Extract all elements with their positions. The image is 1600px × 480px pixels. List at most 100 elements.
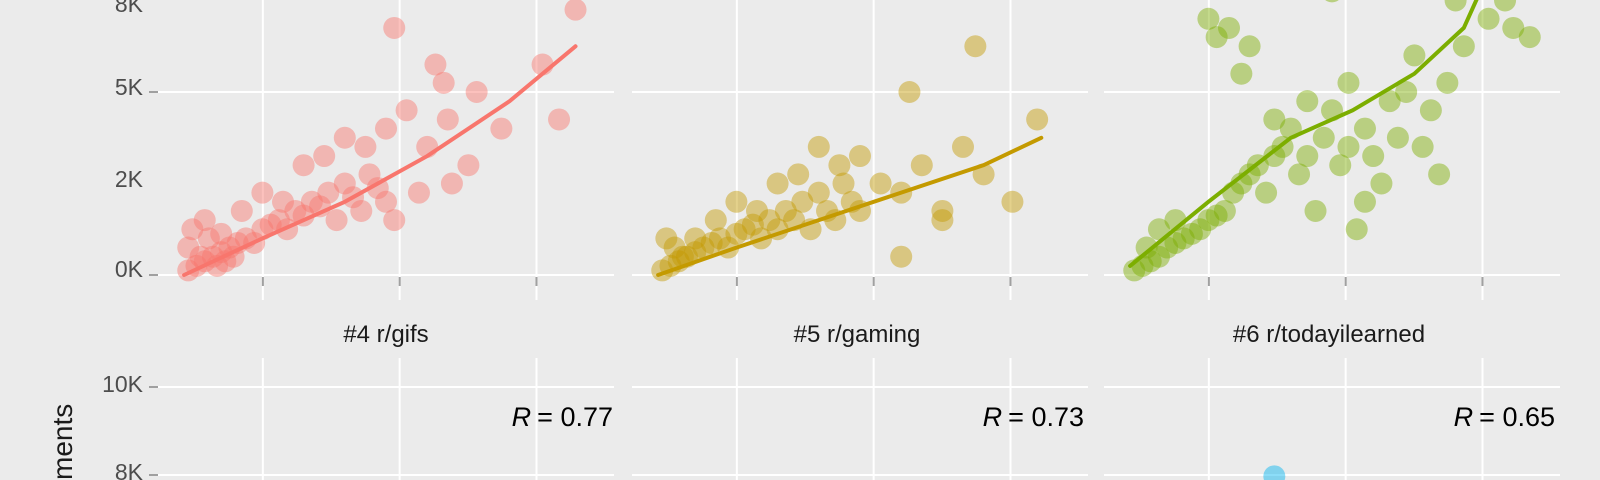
data-point [1494,0,1517,12]
data-point [1378,90,1401,113]
data-point [457,154,480,177]
data-point [564,0,587,21]
data-point [655,227,678,250]
data-point [1419,99,1442,122]
top-panel [1104,0,1560,300]
data-point [964,35,987,58]
data-point [741,213,764,236]
data-point [1444,0,1467,12]
trend-line [1128,0,1479,268]
r-value: = 0.73 [1008,402,1084,432]
data-point [1329,154,1352,177]
r-symbol: R [983,402,1003,432]
data-point [1518,26,1541,49]
data-point [725,222,748,245]
data-point [1345,218,1368,241]
data-point [910,154,933,177]
data-point [1197,7,1220,30]
data-point [1213,199,1236,222]
data-point [704,209,727,232]
data-point [1026,108,1049,131]
data-point [1325,0,1339,3]
top-panel [149,0,614,300]
data-point [1238,35,1261,58]
data-point [436,108,459,131]
data-point [828,154,851,177]
r-annotation-gaming: R = 0.73 [983,402,1084,432]
data-point [210,241,233,264]
data-point [1304,199,1327,222]
data-point [692,236,715,259]
r-value: = 0.65 [1479,402,1555,432]
data-point [1197,209,1220,232]
data-point [490,117,513,140]
data-point [671,245,694,268]
data-point [1205,204,1228,227]
data-point [354,135,377,158]
bottom-y-tick-label: 10K [102,371,144,397]
data-point [1180,222,1203,245]
data-point [440,172,463,195]
data-point [1189,218,1212,241]
data-point [1353,117,1376,140]
data-point [1164,231,1187,254]
data-point [251,181,274,204]
data-point [758,209,781,232]
data-point [931,209,954,232]
data-point [1428,163,1451,186]
data-point [267,209,290,232]
bottom-panel [632,358,1088,480]
data-point [791,190,814,213]
data-point [548,108,571,131]
r-annotation-todayilearned: R = 0.65 [1454,402,1555,432]
data-point [210,222,233,245]
top-y-tick-label: 0K [115,256,144,282]
data-point [807,181,830,204]
data-point [1172,227,1195,250]
data-point [1205,26,1228,49]
data-point [300,190,323,213]
data-point [1238,163,1261,186]
data-point [898,81,921,103]
data-point [684,227,707,250]
data-point [272,190,294,213]
data-point [1477,7,1500,30]
data-point [1353,190,1376,213]
data-point [189,245,212,268]
bottom-panel [149,358,614,480]
data-point [284,199,307,222]
data-point [1230,62,1253,85]
data-point [325,209,348,232]
data-point [1395,81,1418,103]
facet-title-gifs: #4 r/gifs [343,321,428,348]
data-point [1218,16,1240,39]
data-point [1337,135,1360,158]
data-point [700,231,723,254]
data-point [1135,236,1158,259]
data-point [725,190,748,213]
data-point [1370,172,1393,195]
data-point [869,172,892,195]
data-point [375,190,397,213]
data-point [1386,126,1409,149]
data-point [1403,44,1426,67]
data-point [230,199,253,222]
data-point [733,218,756,241]
top-y-tick-label: 5K [115,74,144,100]
facet-title-gaming: #5 r/gaming [794,321,921,348]
data-point [1296,145,1319,168]
data-point [708,227,731,250]
bottom-y-tick-label: 8K [115,459,144,480]
data-point [214,250,237,273]
data-point [333,126,356,149]
data-point [1312,126,1335,149]
data-point [774,199,797,222]
data-point [766,172,789,195]
data-point [1296,90,1319,113]
facet-title-todayilearned: #6 r/todayilearned [1233,321,1425,348]
data-point [1001,190,1024,213]
data-point [350,199,373,222]
data-point [1288,163,1311,186]
